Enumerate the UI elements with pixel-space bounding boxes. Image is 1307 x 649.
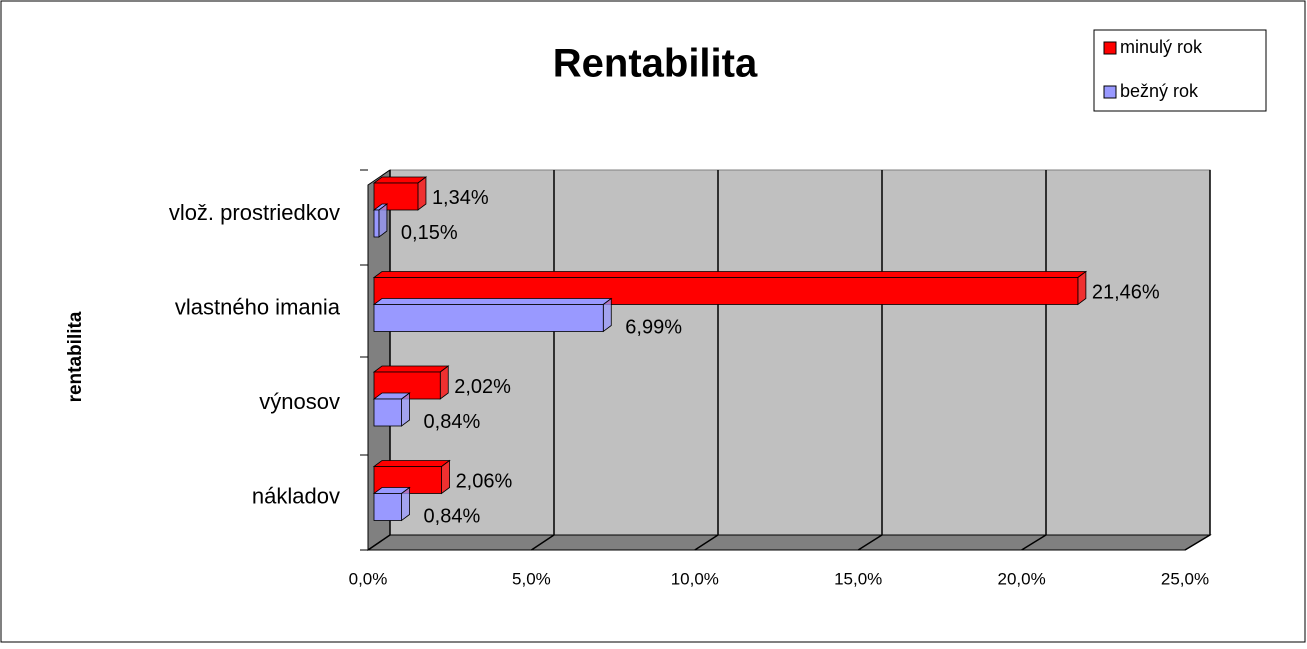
bar-side: [417, 176, 427, 211]
value-label: 0,15%: [401, 222, 458, 244]
bar-top: [372, 298, 613, 305]
bar-side: [439, 365, 449, 400]
bar-side: [1077, 270, 1087, 306]
value-label: 0,84%: [424, 411, 481, 433]
value-label: 0,84%: [424, 505, 481, 527]
bar-side: [401, 486, 410, 522]
legend-label: bežný rok: [1120, 81, 1199, 101]
value-label: 21,46%: [1092, 281, 1160, 303]
bar-side: [401, 392, 410, 427]
x-tick-label: 0,0%: [349, 569, 388, 588]
x-tick-label: 5,0%: [512, 569, 551, 588]
value-label: 1,34%: [432, 187, 489, 209]
bar-side: [441, 459, 450, 495]
legend-box: [1093, 29, 1267, 112]
x-tick-label: 15,0%: [834, 569, 882, 588]
bar: [373, 209, 380, 238]
bar-side: [602, 297, 612, 333]
bar: [373, 398, 402, 427]
x-tick-label: 25,0%: [1161, 569, 1209, 588]
y-axis-label: rentabilita: [65, 311, 86, 402]
y-tick-label: vlastného imania: [175, 294, 341, 319]
legend-label: minulý rok: [1120, 37, 1203, 57]
y-tick-label: výnosov: [259, 389, 340, 414]
bar-top: [372, 176, 428, 184]
bar-side: [378, 203, 388, 238]
bar: [373, 304, 604, 332]
legend-swatch: [1103, 85, 1117, 99]
bar-top: [372, 271, 1088, 278]
back-wall: [389, 169, 1211, 536]
x-tick-label: 20,0%: [997, 569, 1045, 588]
grid-line: [1184, 170, 1211, 551]
value-label: 6,99%: [625, 316, 682, 338]
y-tick-label: vlož. prostriedkov: [169, 200, 340, 225]
legend-swatch: [1103, 41, 1117, 55]
bar-top: [372, 365, 450, 373]
chart-title: Rentabilita: [553, 42, 758, 86]
value-label: 2,06%: [456, 470, 513, 492]
x-tick-label: 10,0%: [671, 569, 719, 588]
value-label: 2,02%: [454, 376, 511, 398]
floor: [366, 534, 1212, 551]
bar: [373, 493, 402, 521]
y-tick-label: nákladov: [252, 483, 340, 508]
bar-top: [372, 460, 451, 467]
